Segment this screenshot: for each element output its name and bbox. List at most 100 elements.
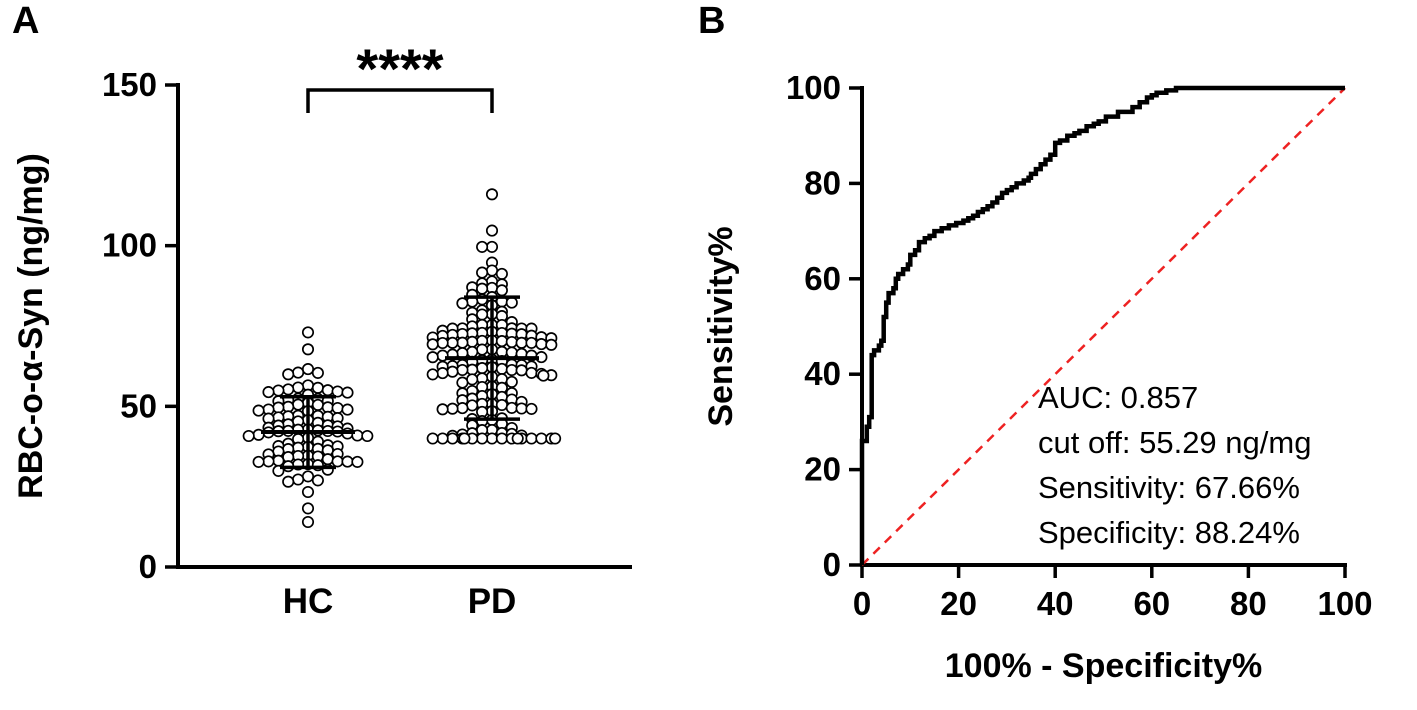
scatter-point	[436, 367, 449, 380]
scatter-point	[505, 363, 518, 377]
scatter-point	[301, 470, 315, 483]
y-tick-label: 100	[786, 69, 841, 106]
x-tick-label: 20	[940, 585, 977, 622]
scatter-point	[311, 398, 324, 411]
chance-diagonal	[861, 87, 1346, 566]
scatter-point	[476, 282, 489, 295]
scatter-point	[511, 432, 524, 445]
roc-annotation: Sensitivity: 67.66%	[1038, 470, 1300, 505]
scatter-point	[515, 336, 528, 349]
scatter-point	[456, 402, 469, 415]
roc-annotation: Specificity: 88.24%	[1038, 515, 1300, 550]
scatter-point	[272, 454, 285, 467]
scatter-point	[446, 336, 459, 349]
scatter-point	[456, 336, 469, 349]
roc-annotation: AUC: 0.857	[1038, 380, 1198, 415]
scatter-point	[426, 338, 439, 351]
scatter-point	[301, 326, 315, 339]
scatter-point	[495, 284, 508, 297]
scatter-point	[495, 267, 508, 280]
scatter-point	[242, 429, 255, 443]
scatter-point	[436, 432, 449, 445]
y-tick-label: 100	[102, 227, 157, 264]
scatter-point	[505, 401, 518, 414]
y-tick-label: 0	[139, 548, 157, 585]
scatter-point	[282, 368, 295, 381]
scatter-point	[301, 515, 315, 529]
scatter-point	[311, 366, 324, 379]
x-tick-label: 40	[1037, 585, 1074, 622]
x-tick-label: 80	[1230, 585, 1267, 622]
scatter-point	[301, 363, 315, 376]
scatter-point	[446, 402, 459, 415]
scatter-point	[476, 343, 489, 356]
y-tick-label: 60	[804, 260, 841, 297]
scatter-point	[537, 369, 550, 382]
x-category-label: PD	[468, 582, 517, 621]
scatter-point	[262, 455, 275, 468]
scatter-point	[436, 403, 449, 416]
scatter-point	[466, 399, 479, 412]
scatter-point	[341, 386, 354, 399]
scatter-point	[292, 398, 305, 411]
y-tick-label: 50	[120, 387, 157, 424]
scatter-point	[545, 338, 558, 351]
y-axis-label: Sensitivity%	[702, 226, 740, 426]
significance-bracket	[306, 88, 494, 113]
y-tick-label: 40	[804, 355, 841, 392]
scatter-point	[321, 453, 334, 466]
scatter-point	[525, 432, 538, 445]
scatter-point	[301, 502, 315, 515]
scatter-point	[426, 432, 439, 445]
scatter-point	[456, 376, 469, 389]
scatter-point	[476, 240, 489, 253]
scatter-point	[549, 432, 562, 445]
scatter-point	[341, 455, 354, 468]
scatter-point	[321, 384, 334, 397]
scatter-point	[456, 297, 469, 310]
scatter-point	[476, 432, 489, 445]
y-tick-label: 80	[804, 164, 841, 201]
scatter-point	[331, 455, 344, 468]
scatter-point	[495, 432, 508, 445]
scatter-point	[485, 240, 499, 253]
scatter-point	[292, 473, 305, 486]
scatter-point	[426, 368, 439, 381]
scatter-point	[495, 335, 508, 348]
scatter-point	[456, 363, 469, 377]
scatter-point	[301, 485, 315, 499]
y-tick-label: 150	[102, 66, 157, 103]
scatter-point	[505, 375, 518, 388]
scatter-point	[252, 455, 265, 468]
scatter-point	[466, 335, 479, 348]
x-axis-label: 100% - Specificity%	[945, 647, 1262, 685]
scatter-point	[485, 432, 499, 445]
scatter-point	[505, 335, 518, 349]
scatter-point	[282, 383, 295, 396]
roc-curve-panel-b: 0 20 40 60 80 100 0 20 40 60 80 100 100% - Specifici…	[702, 69, 1373, 685]
scatter-point	[341, 403, 354, 416]
scatter-point	[311, 474, 324, 487]
scatter-point	[476, 362, 489, 375]
scatter-point	[252, 404, 265, 417]
x-tick-label: 0	[853, 585, 871, 622]
scatter-point	[272, 401, 285, 414]
y-tick-label: 0	[823, 546, 841, 583]
x-tick-label: 100	[1317, 585, 1372, 622]
scatter-point	[466, 363, 479, 376]
scatter-point	[361, 429, 374, 443]
scatter-point	[495, 398, 508, 412]
scatter-point	[301, 343, 315, 356]
scatter-point	[311, 381, 324, 394]
scatter-point	[446, 432, 459, 445]
scatter-point	[262, 386, 275, 399]
scatter-point	[466, 373, 479, 386]
scatter-point	[272, 384, 285, 397]
scatter-point	[525, 336, 538, 349]
roc-annotation: cut off: 55.29 ng/mg	[1038, 425, 1311, 460]
y-axis-label: RBC-o-α-Syn (ng/mg)	[12, 153, 50, 499]
scatter-point	[426, 351, 439, 364]
scatter-point	[476, 266, 489, 279]
scatter-point	[515, 364, 528, 377]
